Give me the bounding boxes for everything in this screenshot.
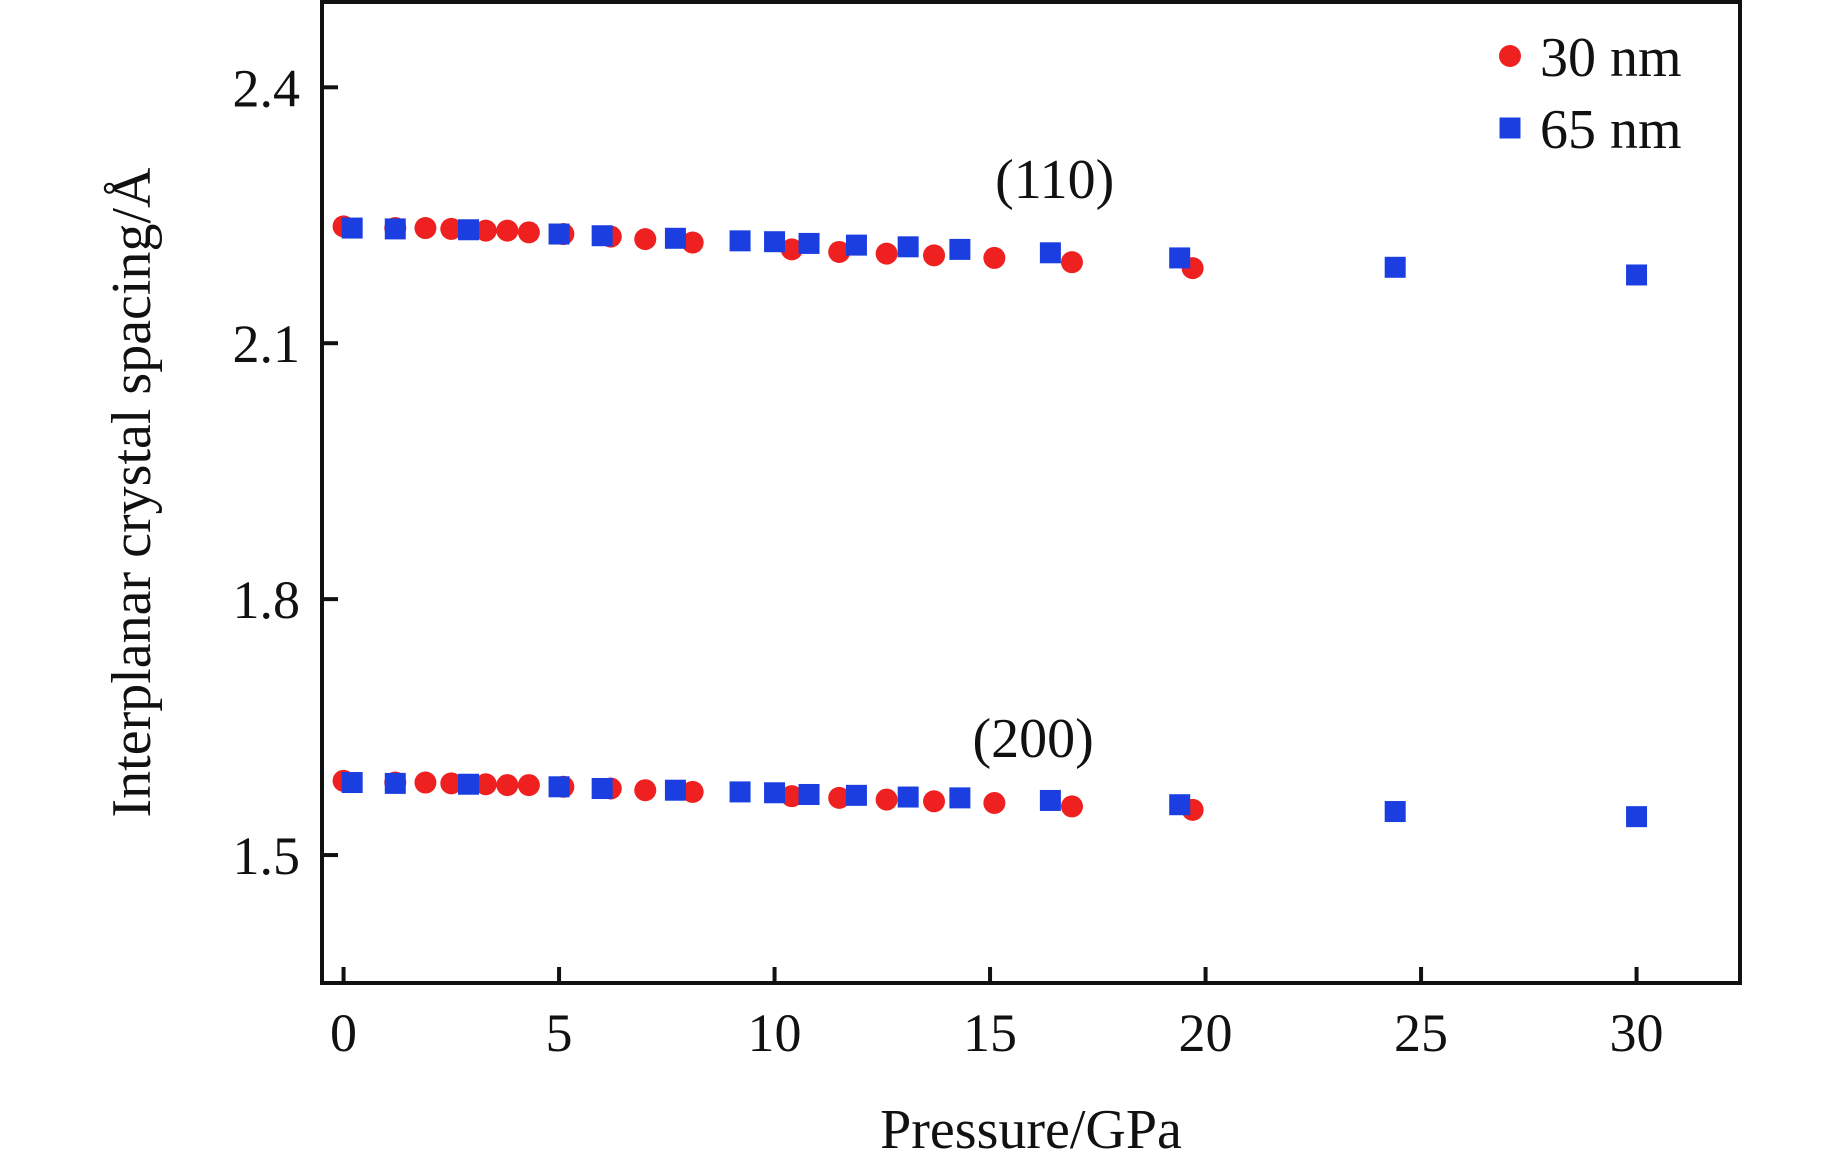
y-tick-label: 2.4 (233, 58, 301, 118)
legend-marker (1499, 45, 1521, 67)
data-point (384, 218, 406, 240)
data-point (634, 228, 657, 251)
x-tick-label: 5 (546, 1003, 573, 1063)
legend-label: 30 nm (1540, 27, 1682, 89)
data-point (664, 227, 686, 249)
data-point (414, 217, 437, 240)
data-point (414, 771, 437, 794)
x-tick-label: 15 (963, 1003, 1017, 1063)
y-tick-label: 1.5 (233, 826, 301, 886)
data-point (875, 788, 898, 811)
tick-labels: 0 5 10 15 20 25 30 1.5 1.8 2.1 2.4 (233, 58, 1664, 1063)
data-point (384, 772, 406, 794)
y-axis-label: Interplanar crystal spacing/Å (101, 167, 163, 818)
data-point (634, 779, 657, 802)
data-point (897, 236, 919, 258)
data-point (729, 230, 751, 252)
data-point (1060, 251, 1083, 274)
data-point (474, 773, 497, 796)
y-tick-label: 2.1 (233, 314, 301, 374)
data-point (440, 217, 463, 240)
data-point (875, 242, 898, 265)
data-point (1039, 242, 1061, 264)
data-point (729, 781, 751, 803)
data-point (1169, 247, 1191, 269)
series-square (341, 217, 1648, 828)
data-point (1626, 806, 1648, 828)
data-point (798, 783, 820, 805)
x-tick-label: 30 (1610, 1003, 1664, 1063)
data-point (681, 780, 704, 803)
data-point (897, 786, 919, 808)
x-tick-label: 25 (1394, 1003, 1448, 1063)
data-point (591, 225, 613, 247)
annotations: (110) (200) (973, 149, 1115, 770)
data-point (949, 238, 971, 260)
data-point (764, 782, 786, 804)
data-point (1060, 795, 1083, 818)
data-point (548, 223, 570, 245)
data-point (845, 784, 867, 806)
data-point (983, 792, 1006, 815)
data-point (1384, 801, 1406, 823)
legend-marker (1499, 117, 1521, 139)
data-point (1626, 264, 1648, 286)
annotation-label: (200) (973, 708, 1094, 770)
data-point (681, 231, 704, 254)
data-point (780, 238, 803, 261)
data-point (341, 217, 363, 239)
plot-frame (320, 0, 1742, 985)
data-point (1384, 256, 1406, 278)
legend-label: 65 nm (1540, 99, 1682, 161)
data-point (474, 219, 497, 242)
data-point (828, 786, 851, 809)
axis-ticks (322, 85, 1639, 983)
data-point (496, 219, 519, 242)
data-point (440, 772, 463, 795)
data-point (458, 773, 480, 795)
x-tick-label: 10 (748, 1003, 802, 1063)
data-point (1039, 789, 1061, 811)
data-point (798, 232, 820, 254)
data-point (780, 785, 803, 808)
data-point (764, 231, 786, 253)
data-point (591, 778, 613, 800)
data-point (845, 234, 867, 256)
data-point (496, 774, 519, 797)
data-point (828, 240, 851, 263)
data-point (458, 219, 480, 241)
x-axis-label: Pressure/GPa (880, 1099, 1182, 1161)
data-point (983, 246, 1006, 269)
data-point (949, 787, 971, 809)
legend: 30 nm 65 nm (1499, 27, 1682, 161)
x-tick-label: 20 (1179, 1003, 1233, 1063)
data-point (517, 221, 540, 244)
data-point (548, 776, 570, 798)
data-point (923, 244, 946, 267)
data-point (664, 779, 686, 801)
annotation-label: (110) (995, 149, 1114, 211)
data-points (332, 215, 1648, 828)
data-point (517, 774, 540, 797)
data-point (923, 790, 946, 813)
data-point (341, 772, 363, 794)
x-tick-label: 0 (330, 1003, 357, 1063)
data-point (1169, 794, 1191, 816)
y-tick-label: 1.8 (233, 570, 301, 630)
